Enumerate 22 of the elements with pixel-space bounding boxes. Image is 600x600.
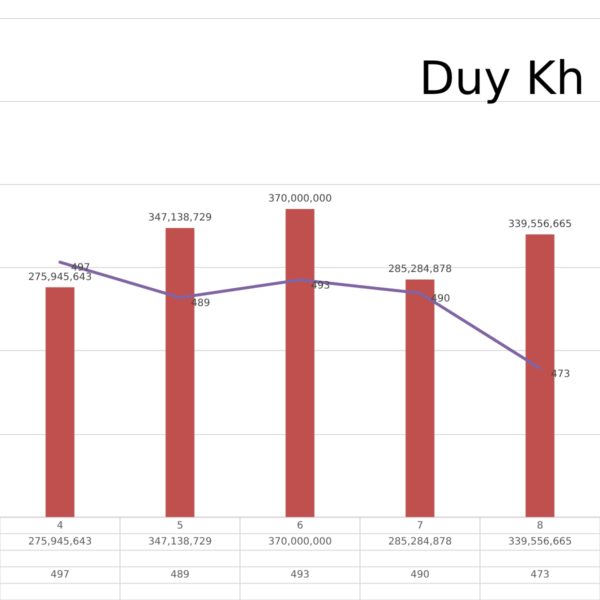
text: 370,000,000 <box>268 193 332 204</box>
data-label: 339,556,665 <box>508 536 572 548</box>
x-tick-label: 7 <box>416 520 424 532</box>
text: 285,284,878 <box>388 264 452 275</box>
data-label: 490 <box>410 570 430 581</box>
data-label: 347,138,729 <box>148 536 212 548</box>
x-tick-label: 4 <box>56 520 64 532</box>
text: 275,945,643 <box>28 272 92 283</box>
data-label: 493 <box>290 570 310 581</box>
x-tick-label: 8 <box>536 520 544 532</box>
chart-title: Duy Kh <box>419 51 586 105</box>
bar <box>46 287 74 517</box>
data-label: 497 <box>50 570 70 581</box>
data-label: 370,000,000 <box>268 536 332 548</box>
x-tick-label: 5 <box>176 520 184 532</box>
data-label: 285,284,878 <box>388 536 452 548</box>
text: 339,556,665 <box>508 218 572 230</box>
data-label: 275,945,643 <box>28 536 92 548</box>
text: 347,138,729 <box>148 212 212 224</box>
data-label: 473 <box>530 570 550 581</box>
x-tick-label: 6 <box>296 520 304 532</box>
data-label: 489 <box>170 570 190 581</box>
